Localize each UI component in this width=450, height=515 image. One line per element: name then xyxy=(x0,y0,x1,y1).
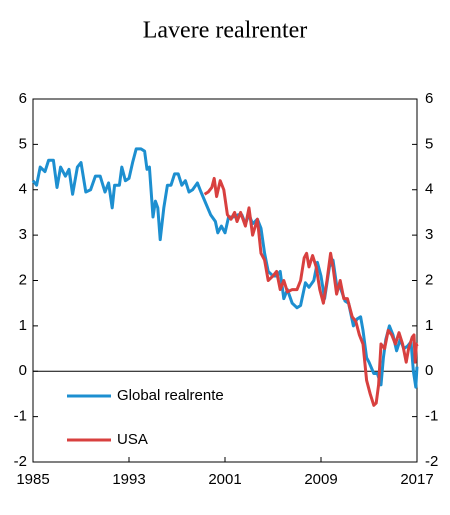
y2-tick-label: 1 xyxy=(425,317,433,334)
plot-frame xyxy=(32,98,418,463)
y2-tick-label: 6 xyxy=(425,90,433,107)
y2-tick-label: -1 xyxy=(425,408,438,425)
x-tick-label: 2009 xyxy=(304,471,337,488)
chart-title: Lavere realrenter xyxy=(143,18,308,44)
x-tick-label: 2017 xyxy=(400,471,433,488)
y-tick-label: 5 xyxy=(19,135,27,152)
y2-tick-label: 3 xyxy=(425,226,433,243)
y2-tick-label: 4 xyxy=(425,181,433,198)
legend-label: Global realrente xyxy=(117,387,224,404)
y-tick-label: 1 xyxy=(19,317,27,334)
y-tick-label: 2 xyxy=(19,271,27,288)
x-tick-label: 1985 xyxy=(16,471,49,488)
y2-tick-label: 2 xyxy=(425,271,433,288)
y2-tick-label: -2 xyxy=(425,453,438,470)
x-tick-label: 1993 xyxy=(112,471,145,488)
x-tick-label: 2001 xyxy=(208,471,241,488)
y-tick-label: 0 xyxy=(19,362,27,379)
y-tick-label: -1 xyxy=(14,408,27,425)
y-tick-label: 4 xyxy=(19,181,27,198)
y-tick-label: 3 xyxy=(19,226,27,243)
legend-label: USA xyxy=(117,431,148,448)
y2-tick-label: 5 xyxy=(425,135,433,152)
y-tick-label: -2 xyxy=(14,453,27,470)
y-tick-label: 6 xyxy=(19,90,27,107)
series-line xyxy=(31,147,419,389)
y2-tick-label: 0 xyxy=(425,362,433,379)
series-line xyxy=(203,176,419,407)
